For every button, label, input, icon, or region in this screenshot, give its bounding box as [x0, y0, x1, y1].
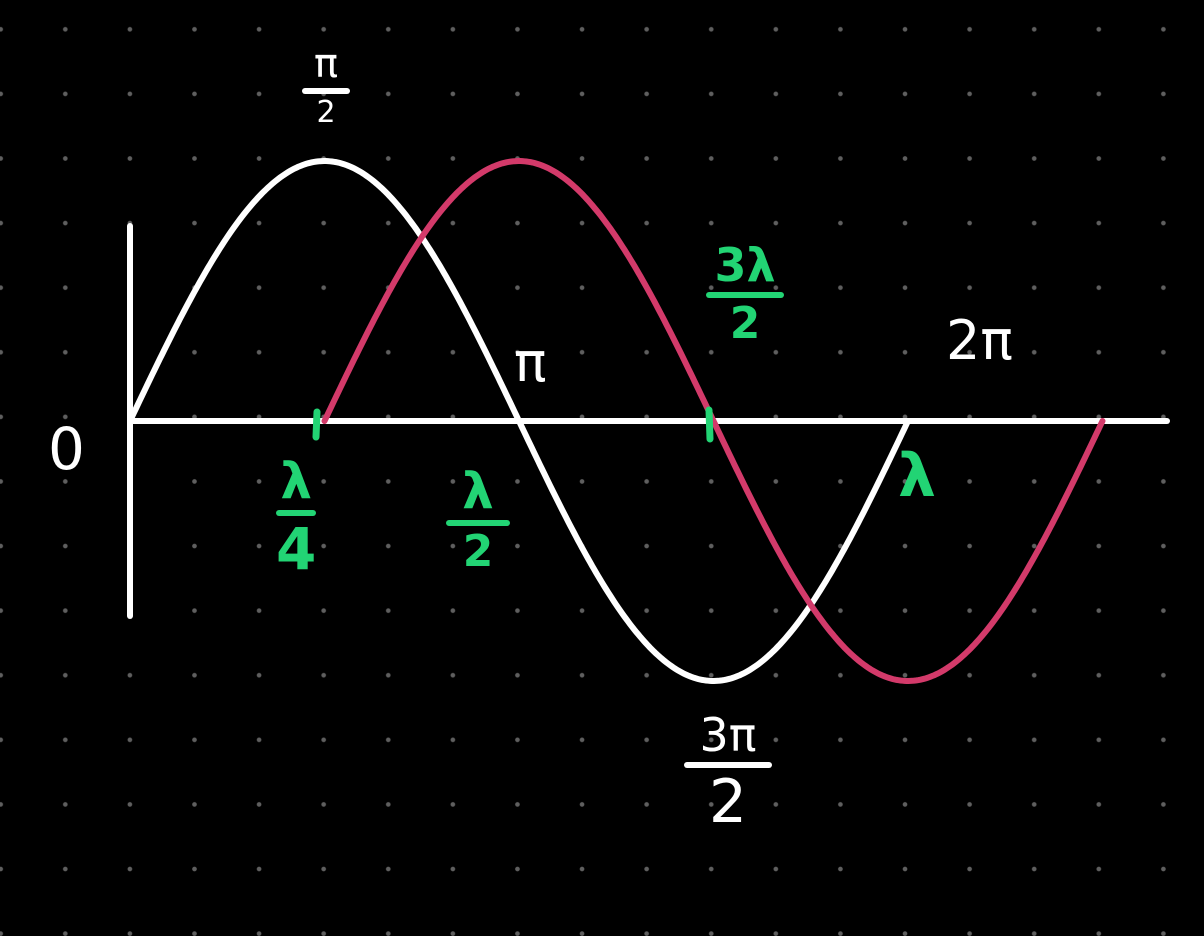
full-wavelength-label: λ [898, 441, 936, 511]
pi-label: π [514, 331, 547, 394]
quarter-wavelength-fraction-bar [276, 510, 317, 516]
three-half-pi-label: 3π 2 [684, 712, 772, 832]
two-pi-label: 2π [946, 309, 1013, 372]
three-half-wavelength-numerator: 3λ [714, 238, 776, 292]
half-wavelength-numerator: λ [462, 462, 494, 520]
shifted-wave [321, 158, 1106, 684]
half-wavelength-denominator: 2 [462, 526, 494, 577]
half-pi-numerator: π [313, 41, 339, 87]
half-pi-denominator: 2 [316, 95, 336, 130]
three-half-pi-denominator: 2 [708, 767, 748, 837]
origin-label: 0 [48, 415, 85, 483]
tick-three-half-wavelength [705, 406, 714, 443]
three-half-wavelength-fraction-bar [706, 292, 784, 298]
three-half-pi-numerator: 3π [699, 708, 757, 762]
half-pi-label: π 2 [302, 44, 350, 128]
half-pi-fraction-bar [302, 88, 350, 94]
tick-quarter-wavelength [312, 408, 321, 441]
half-wavelength-label: λ 2 [446, 466, 510, 574]
quarter-wavelength-denominator: 4 [276, 515, 317, 583]
quarter-wavelength-label: λ 4 [276, 456, 316, 578]
three-half-wavelength-label: 3λ 2 [706, 242, 784, 346]
quarter-wavelength-numerator: λ [280, 452, 312, 510]
three-half-pi-fraction-bar [684, 762, 772, 768]
half-wavelength-fraction-bar [446, 520, 510, 526]
three-half-wavelength-denominator: 2 [729, 298, 761, 349]
sine-wave [127, 158, 911, 684]
